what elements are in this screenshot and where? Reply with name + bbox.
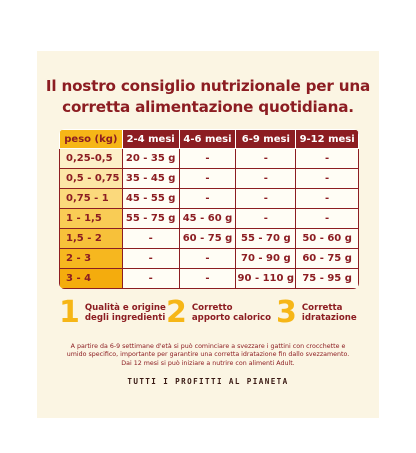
note-line: A partire da 6-9 settimane d'età si può … (70, 343, 346, 350)
title-line-1: Il nostro consiglio nutrizionale per una (45, 77, 371, 95)
header-9-12-months: 9-12 mesi (295, 129, 359, 149)
note-line: Dai 12 mesi si può iniziare a nutrire co… (121, 359, 295, 367)
table-cell: - (178, 268, 237, 289)
table-cell: - (235, 168, 297, 189)
table-cell: 55 - 70 g (235, 228, 297, 249)
feature-number: 1 (59, 295, 80, 330)
title-line-2: corretta alimentazione quotidiana. (62, 98, 354, 116)
feature-number: 3 (276, 295, 297, 330)
table-cell: 75 - 95 g (295, 268, 359, 289)
table-cell: 55 - 75 g (121, 208, 180, 229)
card-title: Il nostro consiglio nutrizionale per una… (37, 76, 379, 118)
table-cell: - (295, 188, 359, 209)
feature-quality: 1 Qualità e origine degli ingredienti (59, 298, 166, 328)
table-row: 0,25-0,5 20 - 35 g - - - (59, 148, 359, 169)
table-cell: 50 - 60 g (295, 228, 359, 249)
feeding-table: peso (kg) 2-4 mesi 4-6 mesi 6-9 mesi 9-1… (59, 129, 359, 289)
table-row: 0,75 - 1 45 - 55 g - - - (59, 188, 359, 209)
feature-label-line1: Corretto (191, 303, 233, 313)
table-cell: - (235, 188, 297, 209)
table-cell: 90 - 110 g (235, 268, 297, 289)
weight-cell: 0,5 - 0,75 (59, 168, 123, 189)
table-cell: - (178, 248, 237, 269)
weight-cell: 0,75 - 1 (59, 188, 123, 209)
table-row: 0,5 - 0,75 35 - 45 g - - - (59, 168, 359, 189)
table-cell: 60 - 75 g (295, 248, 359, 269)
feature-label-line2: idratazione (301, 313, 357, 323)
feature-label: Corretta idratazione (302, 303, 357, 323)
table-cell: - (235, 148, 297, 169)
footer-tagline: TUTTI I PROFITTI AL PIANETA (127, 377, 289, 386)
header-4-6-months: 4-6 mesi (178, 129, 237, 149)
feature-label: Qualità e origine degli ingredienti (85, 303, 166, 323)
weaning-note: A partire da 6-9 settimane d'età si può … (55, 343, 361, 368)
table-cell: - (178, 188, 237, 209)
table-cell: - (235, 208, 297, 229)
feature-calories: 2 Corretto apporto calorico (166, 298, 271, 328)
table-cell: 20 - 35 g (121, 148, 180, 169)
weight-cell: 1,5 - 2 (59, 228, 123, 249)
weight-cell: 2 - 3 (59, 248, 123, 269)
features-row: 1 Qualità e origine degli ingredienti 2 … (59, 298, 359, 338)
weight-cell: 1 - 1,5 (59, 208, 123, 229)
table-cell: 60 - 75 g (178, 228, 237, 249)
table-row: 3 - 4 - - 90 - 110 g 75 - 95 g (59, 268, 359, 289)
feature-label: Corretto apporto calorico (192, 303, 271, 323)
table-cell: 45 - 55 g (121, 188, 180, 209)
nutrition-card: Il nostro consiglio nutrizionale per una… (37, 51, 379, 418)
table-cell: - (121, 268, 180, 289)
note-line: umido specifico, importante per garantir… (66, 351, 350, 359)
table-cell: - (121, 228, 180, 249)
table-cell: 45 - 60 g (178, 208, 237, 229)
feature-label-line1: Qualità e origine (84, 303, 166, 313)
feature-label-line2: degli ingredienti (84, 313, 166, 323)
table-cell: 35 - 45 g (121, 168, 180, 189)
table-cell: - (295, 168, 359, 189)
table-cell: - (178, 148, 237, 169)
feature-hydration: 3 Corretta idratazione (276, 298, 357, 328)
header-weight: peso (kg) (59, 129, 123, 149)
table-cell: - (295, 148, 359, 169)
table-row: 2 - 3 - - 70 - 90 g 60 - 75 g (59, 248, 359, 269)
table-cell: - (121, 248, 180, 269)
feature-label-line1: Corretta (301, 303, 343, 313)
table-cell: - (295, 208, 359, 229)
table-row: 1 - 1,5 55 - 75 g 45 - 60 g - - (59, 208, 359, 229)
table-row: 1,5 - 2 - 60 - 75 g 55 - 70 g 50 - 60 g (59, 228, 359, 249)
table-cell: - (178, 168, 237, 189)
feature-label-line2: apporto calorico (191, 313, 272, 323)
header-6-9-months: 6-9 mesi (235, 129, 297, 149)
header-2-4-months: 2-4 mesi (121, 129, 180, 149)
feature-number: 2 (166, 295, 187, 330)
weight-cell: 3 - 4 (59, 268, 123, 289)
table-cell: 70 - 90 g (235, 248, 297, 269)
table-header-row: peso (kg) 2-4 mesi 4-6 mesi 6-9 mesi 9-1… (59, 129, 359, 149)
weight-cell: 0,25-0,5 (59, 148, 123, 169)
